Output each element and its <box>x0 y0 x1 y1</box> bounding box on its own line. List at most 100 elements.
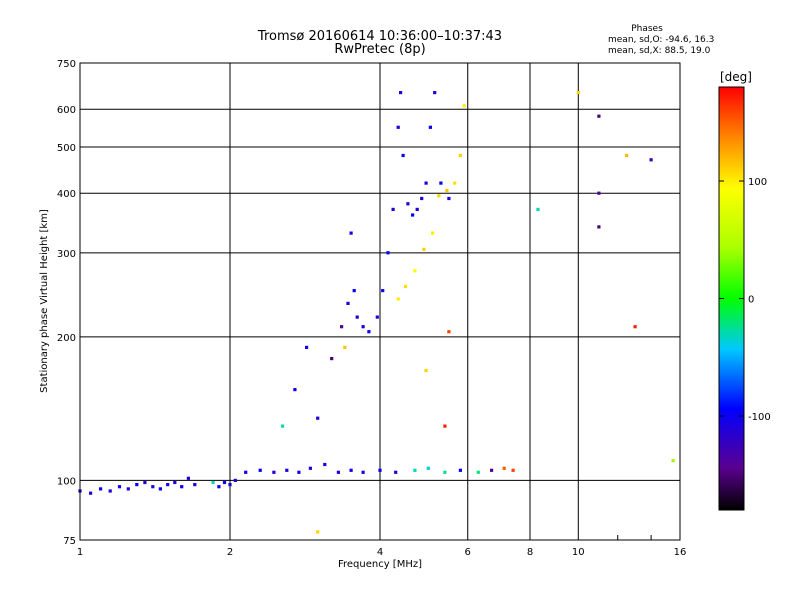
data-point <box>193 483 197 487</box>
data-point <box>99 487 103 491</box>
data-point <box>458 153 462 158</box>
data-point <box>272 470 276 474</box>
data-point <box>422 247 426 251</box>
phases-o-stats: mean, sd,O: -94.6, 16.3 <box>608 35 714 45</box>
series-scattered <box>316 91 675 534</box>
phases-x-stats: mean, sd,X: 88.5, 19.0 <box>608 46 711 56</box>
data-point <box>305 345 309 349</box>
data-point <box>420 196 424 201</box>
data-point <box>458 468 462 472</box>
data-point <box>135 483 139 487</box>
series-f1-trace <box>281 91 403 428</box>
data-point <box>228 483 232 487</box>
x-tick-label: 1 <box>77 547 83 558</box>
chart-title: Tromsø 20160614 10:36:00–10:37:43 <box>257 29 502 44</box>
data-point <box>361 325 365 329</box>
data-point <box>625 153 629 158</box>
y-tick-label: 300 <box>57 249 76 260</box>
data-point <box>361 470 365 474</box>
data-point <box>445 189 449 193</box>
data-point <box>406 202 410 206</box>
x-tick-label: 6 <box>465 547 471 558</box>
data-point <box>413 269 417 273</box>
x-tick-label: 10 <box>572 547 585 558</box>
data-point <box>89 491 93 495</box>
data-point <box>576 91 580 95</box>
data-point <box>330 357 334 361</box>
data-point <box>323 462 327 467</box>
data-points <box>78 91 675 534</box>
data-point <box>433 91 437 95</box>
data-point <box>297 470 301 474</box>
y-tick-label: 200 <box>57 333 76 344</box>
data-point <box>158 487 162 491</box>
data-point <box>411 213 415 217</box>
data-point <box>367 330 371 334</box>
data-point <box>649 158 653 162</box>
data-point <box>597 114 601 118</box>
data-point <box>394 470 398 474</box>
data-point <box>443 470 447 474</box>
y-tick-label: 100 <box>57 476 76 487</box>
data-point <box>340 325 344 329</box>
data-point <box>431 231 435 235</box>
data-point <box>490 468 494 472</box>
data-point <box>391 207 395 211</box>
data-point <box>443 424 447 428</box>
data-point <box>166 483 170 487</box>
data-point <box>424 181 428 185</box>
data-point <box>244 470 248 474</box>
data-point <box>476 470 480 474</box>
data-point <box>143 480 147 485</box>
data-point <box>308 466 312 470</box>
series-x-mode-trace <box>396 104 466 301</box>
chart-subtitle: RwPretec (8p) <box>334 42 425 57</box>
data-point <box>437 194 441 198</box>
series-sporadic-e-trace <box>244 462 515 474</box>
colorbar-tick-label: -100 <box>748 412 771 423</box>
data-point <box>396 297 400 301</box>
data-point <box>671 459 675 463</box>
series-f2-trace <box>401 91 451 217</box>
data-point <box>375 315 379 319</box>
data-point <box>151 485 155 489</box>
data-point <box>597 191 601 195</box>
data-point <box>222 480 227 485</box>
y-tick-label: 500 <box>57 143 76 154</box>
y-tick-label: 750 <box>57 59 76 70</box>
y-axis-label: Stationary phase Virtual Height [km] <box>39 209 50 393</box>
x-tick-label: 16 <box>674 547 687 558</box>
data-point <box>439 181 443 185</box>
data-point <box>217 485 221 489</box>
data-point <box>173 480 177 485</box>
colorbar-ticks: 100 0 -100 <box>719 177 771 423</box>
data-point <box>285 468 289 472</box>
data-point <box>108 489 112 493</box>
data-point <box>403 284 408 289</box>
data-point <box>355 315 359 319</box>
y-tick-label: 75 <box>63 536 76 547</box>
data-point <box>211 480 215 485</box>
data-point <box>502 466 506 470</box>
x-axis-label: Frequency [MHz] <box>338 559 422 570</box>
x-tick-label: 2 <box>227 547 233 558</box>
data-point <box>462 104 466 108</box>
x-tick-label: 4 <box>377 547 383 558</box>
data-point <box>597 225 601 229</box>
data-point <box>426 466 430 470</box>
data-point <box>352 289 356 293</box>
data-point <box>349 231 353 235</box>
data-point <box>447 330 451 334</box>
data-point <box>233 478 237 482</box>
axis-ticks: 1 2 4 6 8 10 16 75 100 200 300 400 500 600 750 <box>57 59 686 558</box>
data-point <box>447 196 451 201</box>
grid-lines <box>80 63 680 540</box>
data-point <box>413 468 417 472</box>
data-point <box>336 470 340 474</box>
data-point <box>316 416 320 420</box>
y-tick-label: 600 <box>57 105 76 116</box>
series-e-layer-trace <box>78 476 237 495</box>
data-point <box>281 424 285 428</box>
data-point <box>386 251 390 255</box>
